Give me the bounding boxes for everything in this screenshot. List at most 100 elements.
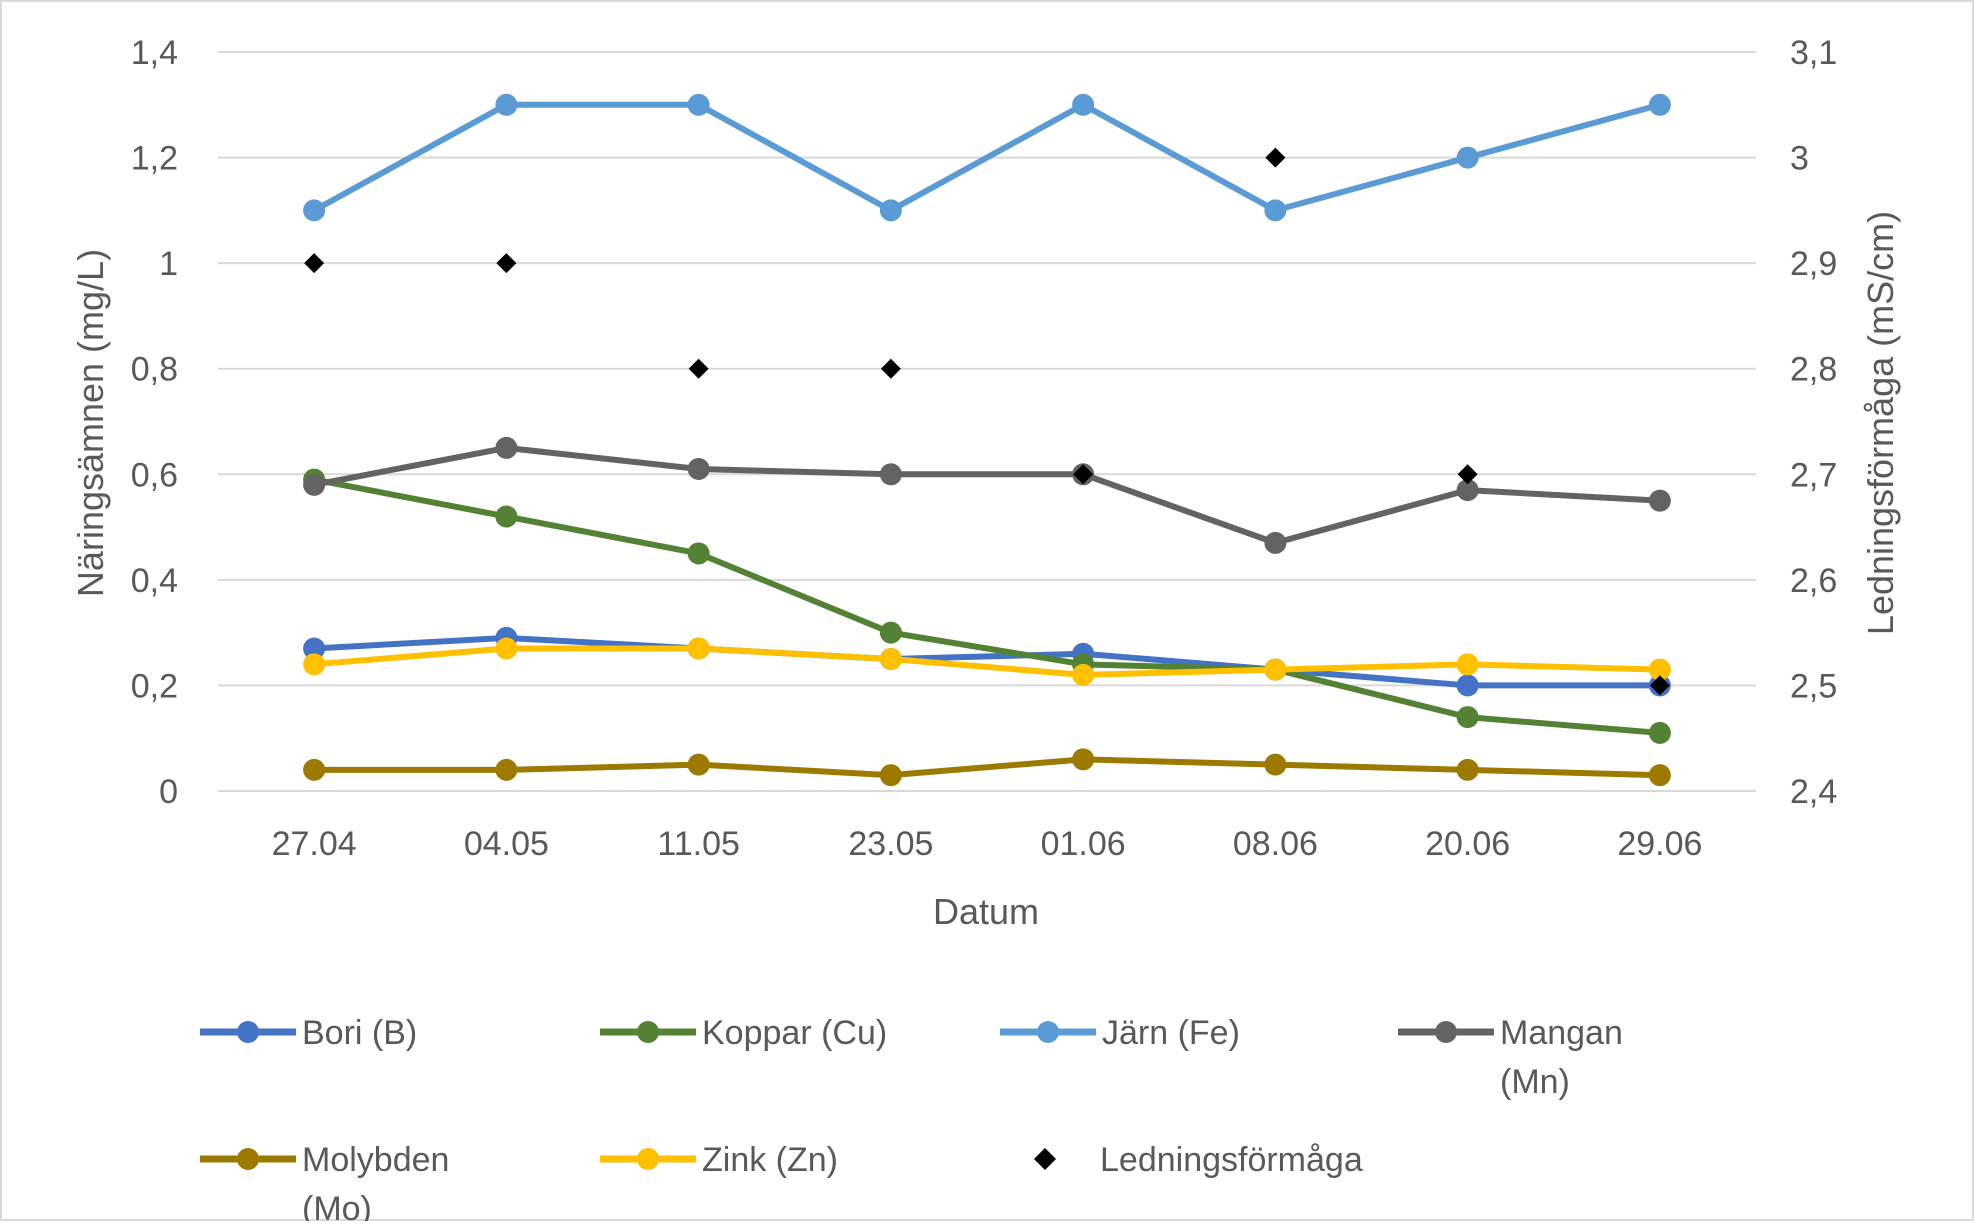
y2-tick-label: 2,7 xyxy=(1790,456,1837,494)
legend-label: Koppar (Cu) xyxy=(702,1014,887,1052)
legend-marker xyxy=(637,1148,659,1170)
data-point-marker xyxy=(687,93,710,116)
data-point-marker xyxy=(879,648,902,671)
y2-tick-label: 2,9 xyxy=(1790,245,1837,283)
data-point-marker xyxy=(1456,758,1479,781)
legend-label: Ledningsförmåga xyxy=(1100,1141,1363,1179)
y2-tick-label: 2,5 xyxy=(1790,667,1837,705)
legend-item: Zink (Zn) xyxy=(600,1141,838,1179)
y-tick-label: 0,2 xyxy=(131,667,178,705)
y2-tick-label: 2,6 xyxy=(1790,562,1837,600)
data-point-marker xyxy=(1072,93,1095,116)
data-point-marker xyxy=(1264,753,1287,776)
data-point-marker xyxy=(879,463,902,486)
y-tick-label: 0,4 xyxy=(131,562,178,600)
data-point-marker xyxy=(303,653,326,676)
data-point-marker xyxy=(1456,653,1479,676)
series-2 xyxy=(303,93,1671,222)
data-point-marker xyxy=(1073,464,1094,485)
y-tick-label: 0,8 xyxy=(131,351,178,389)
data-point-marker xyxy=(304,253,325,274)
y2-tick-label: 3,1 xyxy=(1790,34,1837,72)
legend-label: Zink (Zn) xyxy=(702,1141,838,1179)
legend-marker xyxy=(1034,1148,1056,1170)
series-line xyxy=(313,444,1661,546)
x-axis-ticks: 27.04 04.05 11.05 23.05 01.06 08.06 20.06 29.06 xyxy=(272,825,1703,863)
data-point-marker xyxy=(1264,658,1287,681)
data-point-marker xyxy=(1072,748,1095,771)
data-point-marker xyxy=(687,458,710,481)
legend-item: Järn (Fe) xyxy=(1000,1014,1240,1052)
legend-label: Mangan (Mn) xyxy=(1500,1014,1623,1101)
x-axis-title: Datum xyxy=(933,891,1039,932)
legend-label: Molybden (Mo) xyxy=(302,1141,449,1221)
series-6 xyxy=(304,147,1670,696)
data-point-marker xyxy=(495,637,518,660)
data-point-marker xyxy=(1457,464,1478,485)
data-point-marker xyxy=(1456,146,1479,169)
data-point-marker xyxy=(1265,147,1286,168)
x-tick-label: 11.05 xyxy=(657,825,740,863)
series-line xyxy=(313,476,1661,736)
series-line xyxy=(312,101,1661,214)
legend-marker xyxy=(237,1148,259,1170)
data-point-marker xyxy=(687,753,710,776)
legend-label: Järn (Fe) xyxy=(1102,1014,1240,1052)
series-5 xyxy=(303,637,1671,686)
y-tick-label: 1,4 xyxy=(131,34,178,72)
y2-tick-label: 3 xyxy=(1790,140,1809,178)
data-point-marker xyxy=(303,473,326,496)
x-tick-label: 29.06 xyxy=(1617,825,1702,863)
data-point-marker xyxy=(1264,531,1287,554)
data-point-marker xyxy=(1456,706,1479,729)
legend-item: Ledningsförmåga xyxy=(1034,1141,1363,1179)
series-line xyxy=(314,756,1660,779)
y-axis-title: Näringsämnen (mg/L) xyxy=(70,249,111,597)
data-point-marker xyxy=(496,253,517,274)
y-tick-label: 1,2 xyxy=(131,140,178,178)
data-point-marker xyxy=(880,358,901,379)
y2-tick-label: 2,4 xyxy=(1790,773,1837,811)
data-point-marker xyxy=(687,637,710,660)
data-point-marker xyxy=(1456,479,1479,502)
legend-label: Bori (B) xyxy=(302,1014,417,1052)
data-point-marker xyxy=(303,199,326,222)
series-3 xyxy=(303,436,1671,554)
y2-axis-title: Ledningsförmåga (mS/cm) xyxy=(1860,211,1901,635)
legend-marker xyxy=(1037,1021,1059,1043)
data-point-marker xyxy=(1648,93,1671,116)
y-tick-label: 0,6 xyxy=(131,456,178,494)
data-point-marker xyxy=(495,93,518,116)
x-tick-label: 08.06 xyxy=(1233,825,1318,863)
legend-item: Bori (B) xyxy=(200,1014,417,1052)
legend: Bori (B) Koppar (Cu) Järn (Fe) Mangan (Mn) Mo… xyxy=(200,1014,1623,1226)
data-point-marker xyxy=(879,764,902,787)
x-tick-label: 23.05 xyxy=(848,825,933,863)
legend-marker xyxy=(237,1021,259,1043)
y2-tick-label: 2,8 xyxy=(1790,351,1837,389)
series-line xyxy=(313,645,1660,678)
data-point-marker xyxy=(495,436,518,459)
data-point-marker xyxy=(1648,764,1671,787)
data-point-marker xyxy=(1456,674,1479,697)
y-tick-label: 0 xyxy=(159,773,178,811)
legend-item: Koppar (Cu) xyxy=(600,1014,887,1052)
data-point-marker xyxy=(495,758,518,781)
x-tick-label: 04.05 xyxy=(464,825,549,863)
y-tick-label: 1 xyxy=(159,245,178,283)
data-point-marker xyxy=(687,542,710,565)
x-tick-label: 20.06 xyxy=(1425,825,1510,863)
data-point-marker xyxy=(879,621,902,644)
data-point-marker xyxy=(1264,199,1287,222)
data-point-marker xyxy=(879,199,902,222)
data-point-marker xyxy=(1648,721,1671,744)
data-point-marker xyxy=(1649,675,1670,696)
x-tick-label: 01.06 xyxy=(1041,825,1126,863)
legend-marker xyxy=(637,1021,659,1043)
data-point-marker xyxy=(1648,658,1671,681)
data-point-marker xyxy=(1072,663,1095,686)
series-4 xyxy=(303,748,1671,787)
